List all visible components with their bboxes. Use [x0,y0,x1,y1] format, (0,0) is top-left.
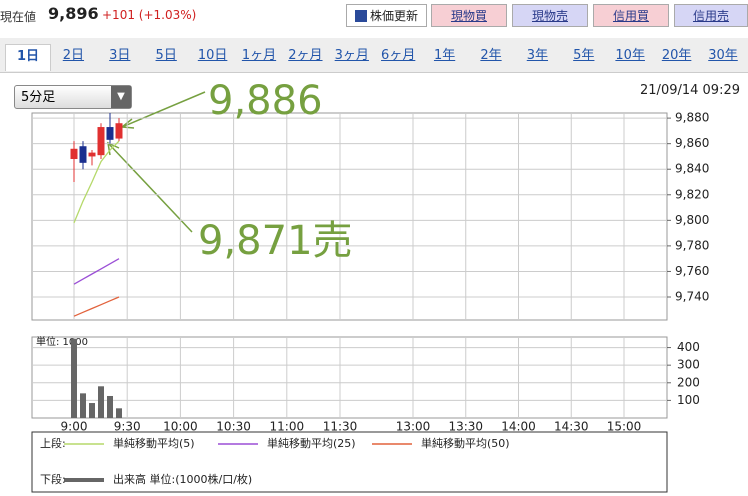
y-tick-label: 400 [677,340,700,354]
y-tick-label: 9,740 [675,290,709,304]
tab[interactable]: 1年 [433,48,456,63]
tab[interactable]: 2日 [62,48,85,63]
tab[interactable]: 30年 [708,48,738,63]
legend-label: 下段: [40,472,66,486]
timestamp: 21/09/14 09:29 [640,83,740,98]
tab[interactable]: 3ヶ月 [334,48,369,63]
x-tick-label: 14:30 [554,420,589,434]
y-tick-label: 9,880 [675,111,709,125]
legend-entry: 出来高 単位:(1000株/口/枚) [113,472,252,486]
tab[interactable]: 6ヶ月 [381,48,416,63]
tab[interactable]: 3年 [526,48,549,63]
x-tick-label: 11:00 [270,420,305,434]
tab-bar: 1日 2日 3日 5日 10日 1ヶ月 2ヶ月 3ヶ月 6ヶ月 1年 2年 3年 5年 10年 20年 30年 [0,38,748,73]
candle-body [88,152,96,157]
candle-body [106,127,114,140]
tab[interactable]: 2年 [480,48,502,63]
interval-select[interactable]: 5分足 ▼ [14,85,132,109]
x-tick-label: 9:30 [114,420,141,434]
volume-bar [116,408,122,418]
tab[interactable]: 2ヶ月 [288,48,323,63]
y-tick-label: 200 [677,375,700,389]
buy-button[interactable]: 現物買 [431,4,507,27]
x-tick-label: 11:30 [323,420,358,434]
x-tick-label: 13:00 [396,420,431,434]
volume-bar [107,395,113,418]
volume-frame [31,336,668,419]
button-label: 株価更新 [369,9,418,23]
tab[interactable]: 5日 [155,48,177,63]
tab[interactable]: 10年 [615,48,645,63]
sell-button[interactable]: 現物売 [512,4,588,27]
x-tick-label: 14:00 [501,420,536,434]
price-label: 現在値 [0,10,37,24]
y-tick-label: 9,760 [675,264,709,278]
y-tick-label: 9,820 [675,187,709,201]
annotation: 9,871売 [198,218,353,264]
annotation-arrow [121,91,206,128]
y-tick-label: 300 [677,358,700,372]
volume-bar [71,338,77,418]
ma-line [73,258,120,285]
tab[interactable]: 3日 [109,48,131,63]
x-tick-label: 10:30 [216,420,251,434]
tab[interactable]: 1ヶ月 [241,48,277,63]
tab[interactable]: 5年 [573,48,595,63]
volume-bar [80,393,86,418]
select-value: 5分足 [21,90,56,105]
y-tick-label: 9,780 [675,238,709,252]
tab[interactable]: 20年 [661,48,692,63]
volume-bar [89,403,95,418]
legend-entry: 単純移動平均(50) [421,436,510,450]
x-tick-label: 13:30 [448,420,483,434]
tab[interactable]: 1日 [5,44,51,71]
ma-line [73,296,120,317]
price-frame [31,112,668,321]
y-tick-label: 9,860 [675,136,709,150]
unit-label: 単位: 1000 [36,335,88,348]
legend-label: 上段: [40,436,66,450]
tab[interactable]: 10日 [197,48,228,63]
ma-line [73,140,120,224]
candle-body [97,127,105,156]
y-tick-label: 9,800 [675,213,709,227]
x-tick-label: 15:00 [607,420,642,434]
candle-body [70,148,78,159]
y-tick-label: 100 [677,393,700,407]
candle-body [115,123,123,139]
margin-buy-button[interactable]: 信用買 [593,4,669,27]
current-price: 9,896 [48,4,99,23]
y-tick-label: 9,840 [675,162,709,176]
price-change: +101 (+1.03%) [102,8,197,22]
volume-bar [98,386,104,418]
annotation-arrow [107,142,193,233]
refresh-button[interactable]: 株価更新 [346,4,427,27]
legend-box [31,431,668,493]
candle-body [79,146,87,163]
annotation: 9,886 [208,78,323,124]
margin-sell-button[interactable]: 信用売 [674,4,748,27]
select-arrow: ▼ [111,86,131,108]
legend-entry: 単純移動平均(25) [267,436,356,450]
legend-entry: 単純移動平均(5) [113,436,195,450]
x-tick-label: 10:00 [163,420,198,434]
x-tick-label: 9:00 [61,420,88,434]
